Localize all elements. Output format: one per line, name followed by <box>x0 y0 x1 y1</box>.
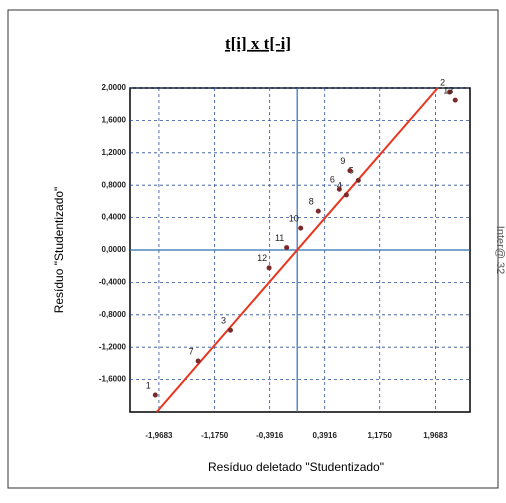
y-tick-label: -1,2000 <box>99 342 127 351</box>
point <box>298 225 304 231</box>
point <box>447 89 453 95</box>
point <box>343 192 349 198</box>
point-label: 1 <box>146 380 151 390</box>
reference-line <box>155 87 439 413</box>
point-label: 4 <box>337 180 342 190</box>
point-label: 3 <box>221 316 226 326</box>
point <box>336 186 342 192</box>
point-label: 10 <box>289 214 299 224</box>
y-tick-label: -0,8000 <box>99 310 127 319</box>
point <box>347 168 353 174</box>
point <box>452 97 458 103</box>
y-tick-label: 0,0000 <box>102 245 127 254</box>
point <box>195 358 201 364</box>
y-tick-label: 0,8000 <box>102 180 127 189</box>
point-label: 11 <box>275 233 284 243</box>
point-label: 2 <box>440 77 445 87</box>
x-tick-label: -1,1750 <box>201 431 229 440</box>
point-label: 8 <box>309 196 314 206</box>
point-label: 9 <box>340 156 345 166</box>
chart-title: t[i] x t[-i] <box>225 34 291 53</box>
x-tick-label: -0,3916 <box>256 431 284 440</box>
y-tick-label: 0,4000 <box>102 213 127 222</box>
y-tick-label: 1,2000 <box>102 148 127 157</box>
y-tick-label: -1,6000 <box>99 375 127 384</box>
point <box>355 177 361 183</box>
x-axis-label: Resíduo deletado "Studentizado" <box>208 460 384 474</box>
x-tick-label: -1,9683 <box>145 431 173 440</box>
y-tick-label: 2,0000 <box>102 83 127 92</box>
point <box>227 327 233 333</box>
point <box>284 245 290 251</box>
point-label: 6 <box>330 175 335 185</box>
point <box>152 392 158 398</box>
frame <box>7 9 499 489</box>
point <box>266 265 272 271</box>
point-label: 12 <box>257 253 267 263</box>
x-tick-label: 1,9683 <box>423 431 448 440</box>
x-tick-label: 1,1750 <box>367 431 392 440</box>
y-tick-label: -0,4000 <box>99 278 127 287</box>
y-axis-label: Resíduo "Studentizado" <box>52 187 66 314</box>
point <box>315 208 321 214</box>
y-tick-label: 1,6000 <box>102 116 127 125</box>
side-text: Inter@ 32 <box>494 226 506 274</box>
point-label: 13 <box>443 86 453 96</box>
x-tick-label: 0,3916 <box>312 431 337 440</box>
point-label: 7 <box>189 346 194 356</box>
